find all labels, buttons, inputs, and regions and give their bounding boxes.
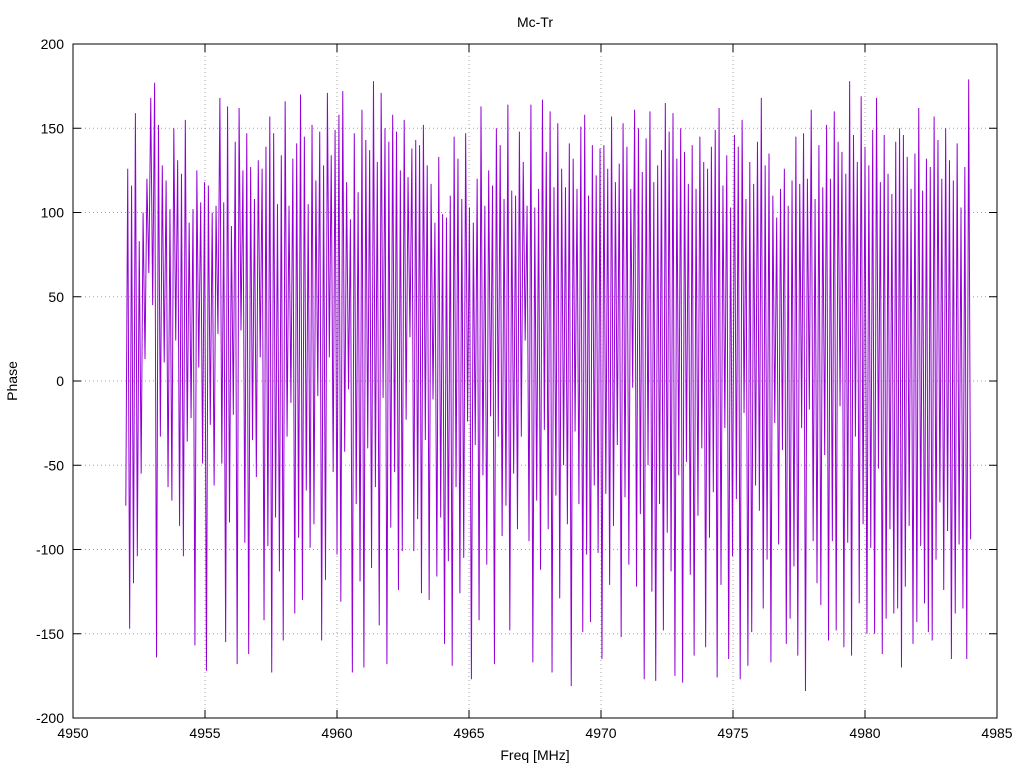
x-tick-label: 4955 bbox=[189, 725, 220, 741]
y-tick-label: 0 bbox=[56, 373, 64, 389]
x-tick-label: 4965 bbox=[453, 725, 484, 741]
y-tick-label: -150 bbox=[36, 626, 64, 642]
y-tick-label: 50 bbox=[48, 289, 64, 305]
chart-title: Mc-Tr bbox=[517, 14, 553, 30]
y-axis-label: Phase bbox=[4, 361, 20, 401]
x-tick-label: 4960 bbox=[321, 725, 352, 741]
y-tick-label: 100 bbox=[41, 205, 65, 221]
y-tick-label: -100 bbox=[36, 542, 64, 558]
y-tick-labels: -200 -150 -100 -50 0 50 100 150 200 bbox=[36, 36, 64, 726]
x-axis-label: Freq [MHz] bbox=[500, 747, 569, 763]
x-tick-label: 4980 bbox=[849, 725, 880, 741]
x-tick-label: 4950 bbox=[57, 725, 88, 741]
x-tick-label: 4970 bbox=[585, 725, 616, 741]
phase-series-line bbox=[125, 79, 972, 692]
y-tick-label: 200 bbox=[41, 36, 65, 52]
axis-ticks bbox=[72, 43, 998, 719]
y-tick-label: 150 bbox=[41, 120, 65, 136]
x-tick-labels: 4950 4955 4960 4965 4970 4975 4980 4985 bbox=[57, 725, 1012, 741]
y-tick-label: -50 bbox=[44, 457, 64, 473]
x-tick-label: 4985 bbox=[981, 725, 1012, 741]
plot-area bbox=[125, 79, 972, 692]
y-tick-label: -200 bbox=[36, 710, 64, 726]
x-tick-label: 4975 bbox=[717, 725, 748, 741]
